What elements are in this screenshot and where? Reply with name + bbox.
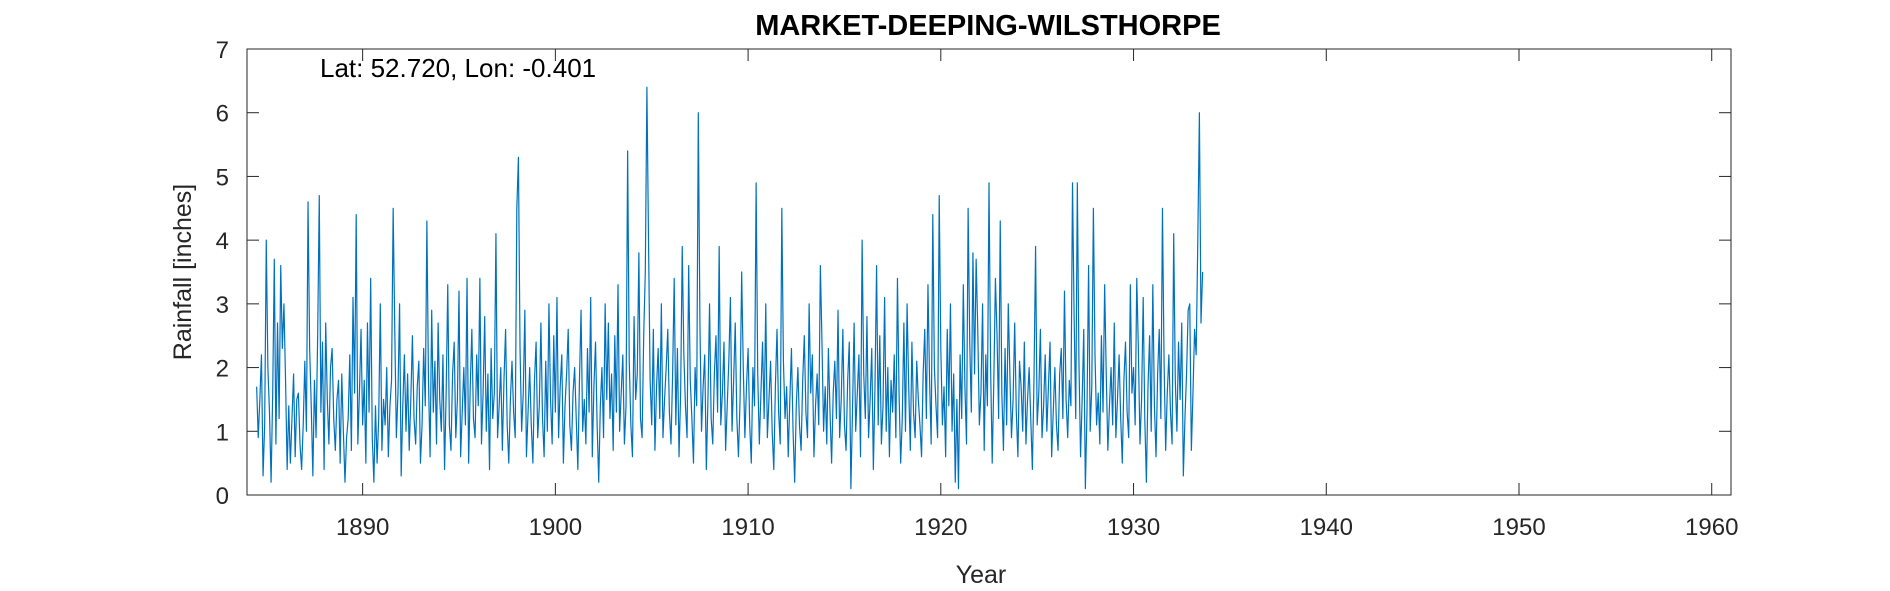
y-tick-label: 4 [216,228,229,255]
x-tick-label: 1950 [1492,514,1545,541]
y-tick-label: 0 [216,483,229,510]
plot-area [246,48,1732,496]
x-tick-label: 1900 [529,514,582,541]
y-tick-label: 7 [216,37,229,64]
chart-title: MARKET-DEEPING-WILSTHORPE [755,10,1221,42]
x-tick-label: 1940 [1300,514,1353,541]
x-tick-label: 1920 [914,514,967,541]
series-group [256,86,1204,490]
y-tick-label: 6 [216,101,229,128]
x-axis: 1890 1900 1910 1920 1930 1940 1950 1960 [336,49,1738,541]
axes-box [246,48,1732,496]
rainfall-series-line [256,86,1204,490]
y-axis: 0 1 2 3 4 5 6 7 [216,37,1731,510]
y-tick-label: 2 [216,356,229,383]
y-axis-label: Rainfall [inches] [169,184,197,360]
y-tick-label: 5 [216,164,229,191]
x-tick-label: 1890 [336,514,389,541]
x-tick-label: 1960 [1685,514,1738,541]
y-tick-label: 1 [216,419,229,446]
x-axis-label: Year [956,561,1007,589]
x-tick-label: 1910 [721,514,774,541]
x-tick-label: 1930 [1107,514,1160,541]
y-tick-label: 3 [216,292,229,319]
location-annotation: Lat: 52.720, Lon: -0.401 [320,53,596,83]
